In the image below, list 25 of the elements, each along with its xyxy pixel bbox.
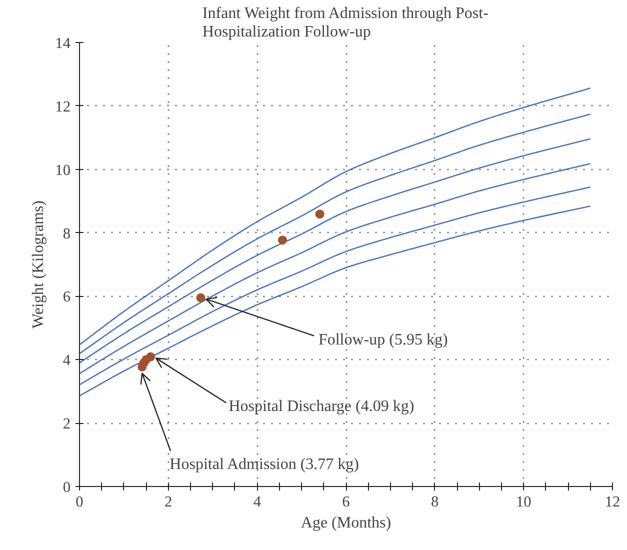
x-axis-title: Age (Months) — [300, 514, 392, 532]
chart-title: Infant Weight from Admission through Post- Hospitalization Follow-up — [202, 4, 488, 40]
point — [196, 293, 206, 302]
x-tick-label: 6 — [342, 494, 350, 510]
x-tick-label: 8 — [431, 494, 439, 510]
y-tick-label: 12 — [55, 98, 70, 116]
y-tick-label: 6 — [62, 288, 71, 306]
y-tick-label: 0 — [62, 479, 71, 496]
x-tick-label: 4 — [253, 494, 262, 510]
annotation: Hospital Discharge (4.09 kg) — [228, 398, 414, 415]
x-tick-label: 12 — [604, 494, 620, 510]
point — [315, 210, 324, 219]
y-tick-label: 4 — [62, 352, 71, 370]
x-tick-label: 2 — [164, 494, 172, 510]
y-tick-label: 2 — [62, 416, 71, 433]
point — [278, 236, 287, 245]
x-tick-label: 0 — [76, 494, 84, 510]
x-tick-label: 10 — [516, 494, 532, 510]
y-tick-label: 14 — [55, 35, 71, 52]
annotation: Follow-up (5.95 kg) — [318, 331, 448, 348]
point — [146, 352, 156, 362]
y-tick-label: 8 — [62, 225, 71, 242]
y-tick-label: 10 — [55, 162, 71, 179]
annotation: Hospital Admission (3.77 kg) — [170, 456, 360, 473]
y-axis-title: Weight (Kilograms) — [30, 200, 48, 329]
